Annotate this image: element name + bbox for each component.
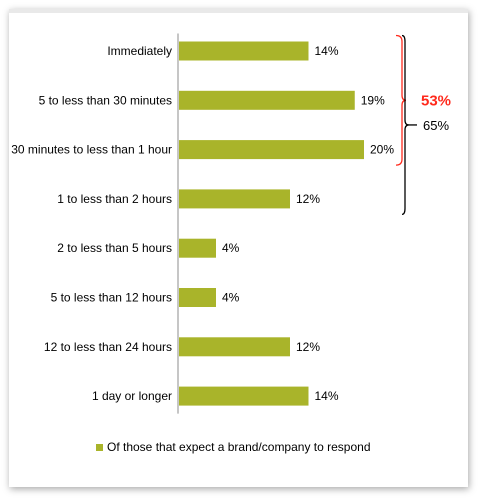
bracket-total-label: 65% bbox=[423, 118, 449, 133]
category-label: 1 to less than 2 hours bbox=[57, 192, 172, 206]
value-label: 14% bbox=[315, 44, 339, 58]
bar bbox=[179, 386, 309, 406]
bracket bbox=[395, 34, 407, 166]
category-label: 2 to less than 5 hours bbox=[57, 241, 172, 255]
legend-swatch bbox=[96, 443, 103, 451]
bar bbox=[179, 41, 309, 61]
value-label: 20% bbox=[370, 143, 394, 157]
category-label: 12 to less than 24 hours bbox=[44, 340, 172, 354]
bracket bbox=[401, 34, 410, 216]
bracket-total-label: 53% bbox=[421, 92, 451, 109]
bar bbox=[179, 238, 216, 258]
bar bbox=[179, 90, 355, 110]
category-label: 5 to less than 30 minutes bbox=[39, 93, 172, 107]
bar bbox=[179, 189, 290, 209]
value-label: 12% bbox=[296, 340, 320, 354]
bar-chart: Immediately 14% 5 to less than 30 minutes 1… bbox=[11, 33, 451, 414]
legend: Of those that expect a brand/company to … bbox=[96, 440, 371, 454]
category-label: 5 to less than 12 hours bbox=[51, 291, 172, 305]
category-label: 1 day or longer bbox=[92, 389, 172, 403]
value-label: 14% bbox=[315, 389, 339, 403]
value-label: 4% bbox=[222, 291, 240, 305]
chart-card: Immediately 14% 5 to less than 30 minutes 1… bbox=[9, 9, 468, 487]
category-label: 30 minutes to less than 1 hour bbox=[11, 143, 172, 157]
value-label: 12% bbox=[296, 192, 320, 206]
card-top-edge bbox=[9, 9, 468, 13]
bar bbox=[179, 140, 364, 160]
value-label: 4% bbox=[222, 241, 240, 255]
legend-label: Of those that expect a brand/company to … bbox=[107, 440, 371, 454]
category-label: Immediately bbox=[107, 44, 172, 58]
bar bbox=[179, 337, 290, 357]
value-label: 19% bbox=[361, 93, 385, 107]
bar bbox=[179, 288, 216, 307]
